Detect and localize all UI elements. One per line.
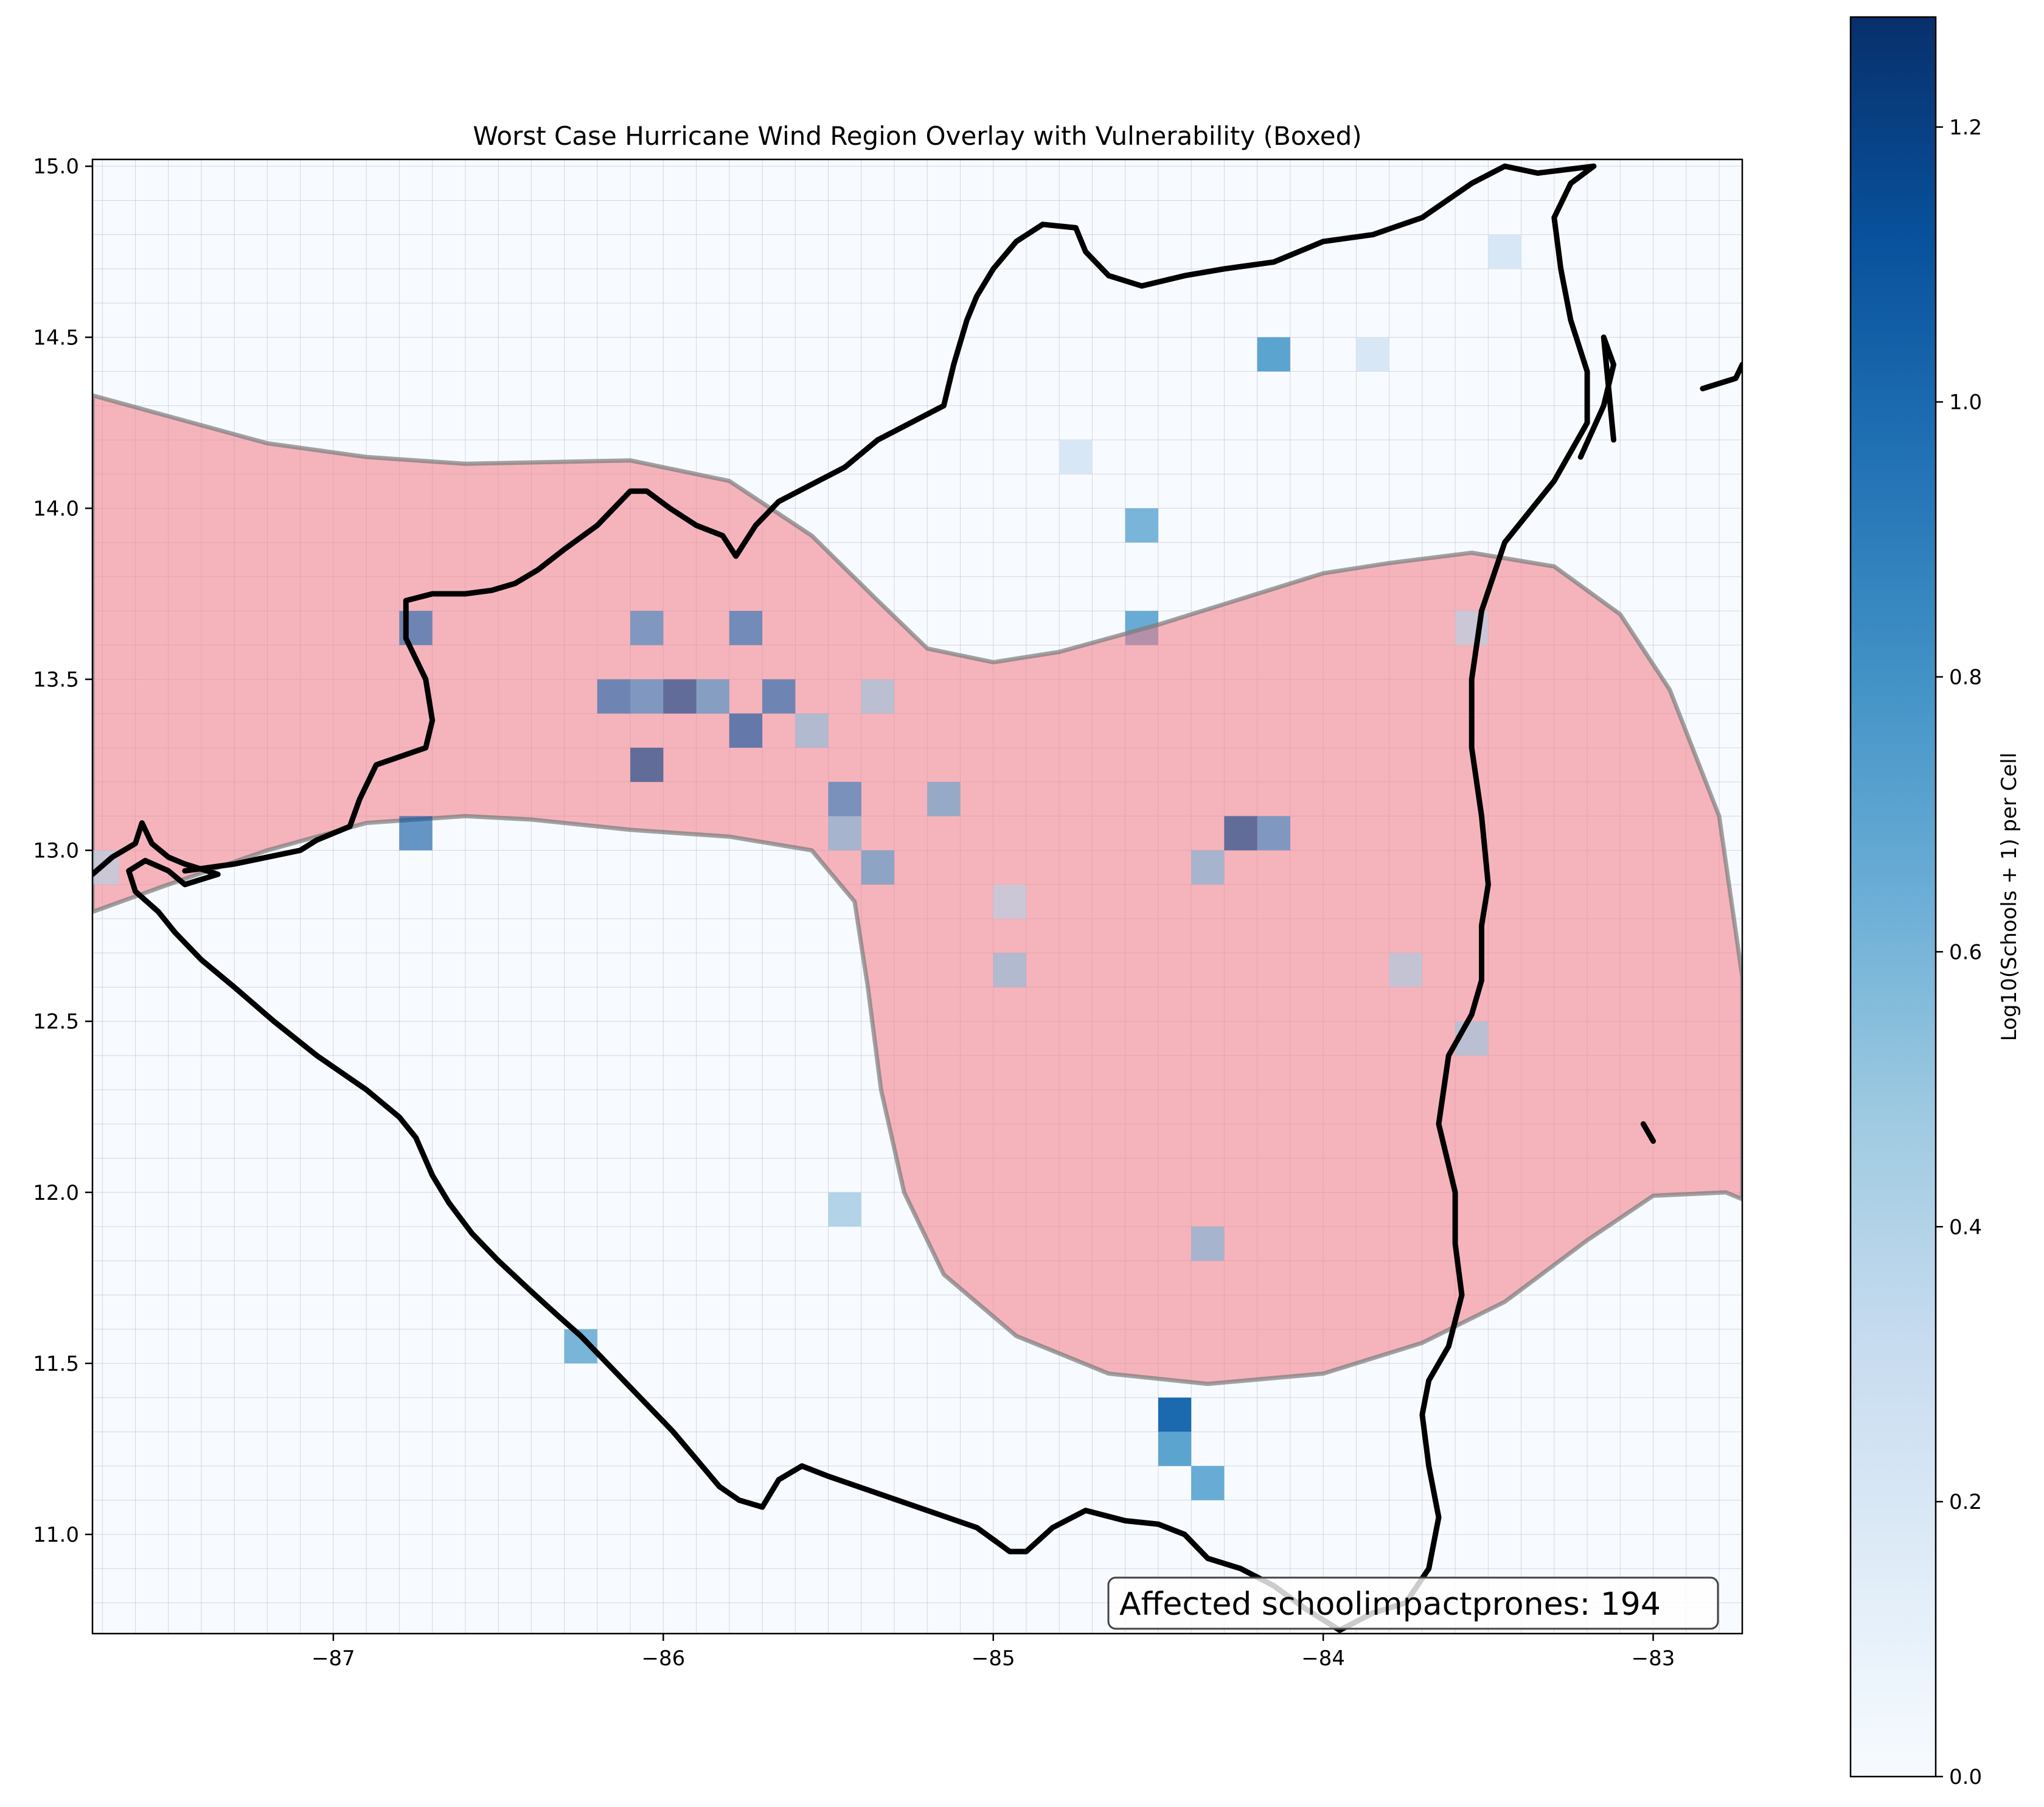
- school-cell: [1389, 953, 1422, 987]
- annotation-box: Affected schoolimpactprones: 194: [1107, 1576, 1719, 1630]
- y-tick-label: 11.0: [33, 1523, 79, 1547]
- school-cells-in-region: [92, 611, 1489, 1261]
- school-cell: [1158, 1398, 1192, 1432]
- y-tick-label: 12.0: [33, 1181, 79, 1205]
- x-tick-label: −83: [1632, 1646, 1675, 1671]
- coastline: [92, 163, 1742, 1633]
- wind-region-polygon: [92, 393, 1742, 1387]
- school-cell: [861, 850, 895, 885]
- school-cell: [729, 713, 763, 748]
- coastline-segment: [1640, 1121, 1656, 1144]
- y-tick-label: 15.0: [33, 155, 79, 179]
- colorbar-gradient: [1849, 16, 1937, 1778]
- colorbar-tick-label: 0.8: [1949, 666, 1982, 690]
- school-cell: [861, 679, 895, 714]
- school-cell: [1191, 1466, 1225, 1500]
- school-cell: [927, 782, 961, 816]
- colorbar-tick-label: 0.2: [1949, 1490, 1982, 1514]
- school-cell: [828, 816, 861, 851]
- school-cell: [1158, 1432, 1192, 1466]
- map-frame: [91, 158, 1743, 1635]
- y-tick-label: 13.5: [33, 668, 79, 692]
- chart-title: Worst Case Hurricane Wind Region Overlay…: [473, 121, 1361, 151]
- school-cell: [663, 679, 697, 714]
- school-cell: [1125, 508, 1158, 543]
- x-axis: −87 −86 −85 −84 −83: [311, 1634, 1675, 1671]
- colorbar-label: Log10(Schools + 1) per Cell: [1997, 753, 2021, 1042]
- colorbar-tick-label: 0.0: [1949, 1765, 1982, 1789]
- school-cell: [1224, 816, 1257, 851]
- school-cell: [399, 816, 433, 851]
- school-cell: [1191, 1227, 1225, 1261]
- y-tick-label: 11.5: [33, 1352, 79, 1376]
- colorbar-tick-label: 1.2: [1949, 116, 1982, 140]
- school-cell: [630, 747, 664, 782]
- coastline-segment: [1577, 334, 1616, 460]
- colorbar-ticks: 0.0 0.2 0.4 0.6 0.8 1.0 1.2: [1936, 116, 1982, 1789]
- coastline-segment: [1700, 361, 1742, 392]
- y-tick-label: 12.5: [33, 1010, 79, 1034]
- colorbar: 0.0 0.2 0.4 0.6 0.8 1.0 1.2 Log10(Schools + 1)…: [1849, 16, 2021, 1789]
- x-tick-label: −85: [972, 1646, 1015, 1671]
- school-cell: [993, 884, 1026, 919]
- school-cell: [1059, 439, 1093, 475]
- affected-count-label: Affected schoolimpactprones: 194: [1119, 1586, 1661, 1623]
- school-cell: [828, 782, 861, 816]
- x-tick-label: −87: [311, 1646, 355, 1671]
- school-cell: [795, 713, 829, 748]
- school-cell: [1257, 816, 1290, 851]
- school-cell: [993, 953, 1026, 987]
- colorbar-tick-label: 1.0: [1949, 391, 1982, 415]
- colorbar-tick-label: 0.4: [1949, 1215, 1982, 1239]
- school-cell: [762, 679, 796, 714]
- school-cell: [630, 611, 664, 646]
- y-tick-label: 13.0: [33, 839, 79, 863]
- map-axes: −87 −86 −85 −84 −83 11.0 11.5 12.0 12.5 13.0 13.5…: [33, 155, 1743, 1671]
- school-cell: [1488, 234, 1521, 269]
- school-cell: [630, 679, 664, 714]
- y-tick-label: 14.5: [33, 326, 79, 350]
- school-cell: [696, 679, 729, 714]
- coastline-segment: [92, 163, 1597, 1633]
- colorbar-tick-label: 0.6: [1949, 940, 1982, 964]
- school-cell: [597, 679, 631, 714]
- school-cell: [1191, 850, 1225, 885]
- y-axis: 11.0 11.5 12.0 12.5 13.0 13.5 14.0 14.5 15.0: [33, 155, 92, 1547]
- x-tick-label: −86: [641, 1646, 685, 1671]
- school-cell: [1257, 337, 1290, 372]
- y-tick-label: 14.0: [33, 496, 79, 521]
- school-cell: [828, 1192, 861, 1227]
- x-tick-label: −84: [1301, 1646, 1345, 1671]
- school-cell: [729, 611, 763, 646]
- school-cell: [1356, 337, 1389, 372]
